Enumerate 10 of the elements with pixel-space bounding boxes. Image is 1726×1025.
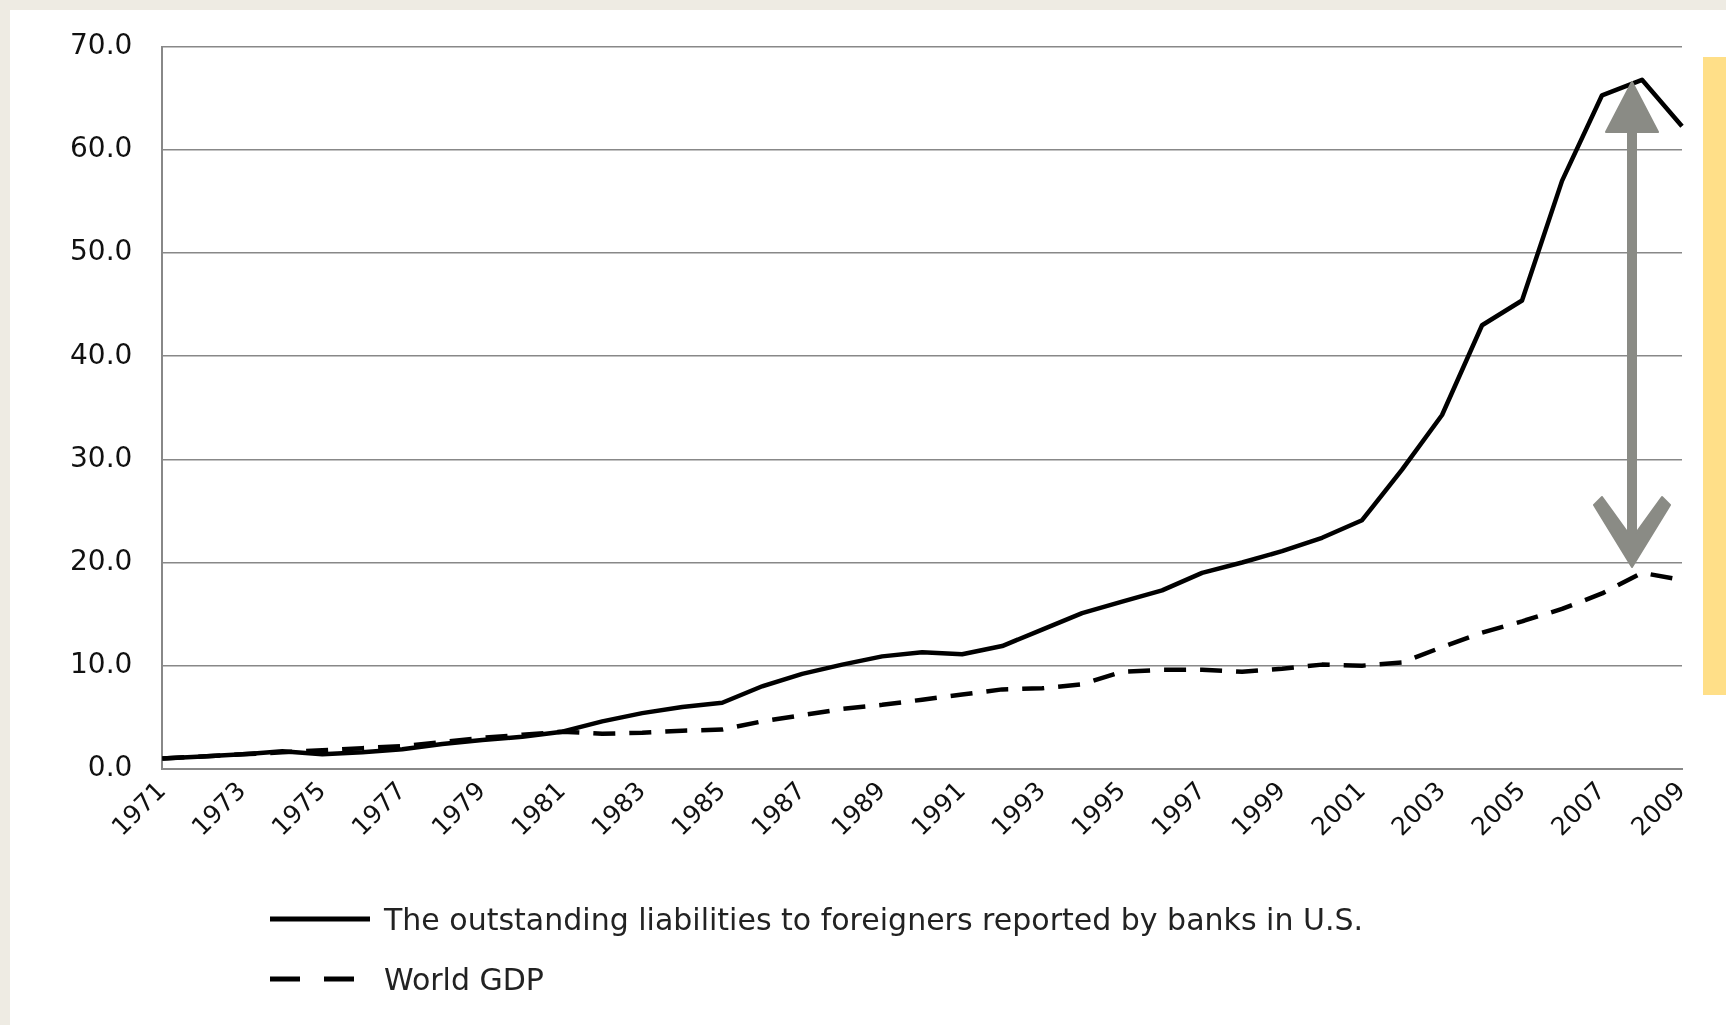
y-tick-label: 30.0	[70, 440, 133, 474]
y-tick-label: 40.0	[70, 337, 133, 371]
legend-label: The outstanding liabilities to foreigners reported by banks in U.S.	[384, 901, 1364, 937]
legend-label: World GDP	[384, 961, 544, 997]
y-tick-label: 70.0	[70, 28, 133, 62]
y-tick-label: 50.0	[70, 234, 133, 268]
y-tick-label: 10.0	[70, 646, 133, 680]
y-tick-label: 60.0	[70, 131, 133, 165]
y-tick-label: 0.0	[87, 750, 133, 784]
y-tick-label: 20.0	[70, 543, 133, 577]
